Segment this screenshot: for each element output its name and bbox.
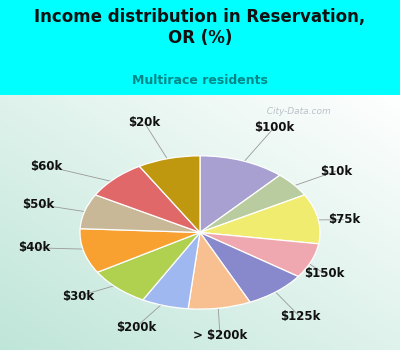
Text: $10k: $10k	[320, 164, 352, 178]
Wedge shape	[98, 232, 200, 300]
Text: Multirace residents: Multirace residents	[132, 74, 268, 87]
Text: $100k: $100k	[254, 121, 294, 134]
Text: $150k: $150k	[304, 267, 344, 280]
Text: $30k: $30k	[62, 290, 94, 303]
Text: > $200k: > $200k	[193, 329, 247, 342]
Wedge shape	[200, 232, 298, 302]
Wedge shape	[200, 156, 280, 232]
Wedge shape	[200, 195, 320, 244]
Wedge shape	[200, 175, 304, 232]
Wedge shape	[96, 166, 200, 232]
Text: $75k: $75k	[328, 213, 360, 226]
Wedge shape	[188, 232, 250, 309]
Text: Income distribution in Reservation,
OR (%): Income distribution in Reservation, OR (…	[34, 8, 366, 47]
Wedge shape	[140, 156, 200, 232]
Text: $20k: $20k	[128, 116, 160, 128]
Text: City-Data.com: City-Data.com	[261, 107, 331, 116]
Wedge shape	[143, 232, 200, 309]
Text: $60k: $60k	[30, 160, 62, 173]
Text: $200k: $200k	[116, 321, 156, 334]
Text: $40k: $40k	[18, 241, 50, 254]
Wedge shape	[80, 195, 200, 232]
Wedge shape	[200, 232, 319, 276]
Text: $50k: $50k	[22, 198, 54, 211]
Text: $125k: $125k	[280, 310, 320, 323]
Wedge shape	[80, 229, 200, 272]
